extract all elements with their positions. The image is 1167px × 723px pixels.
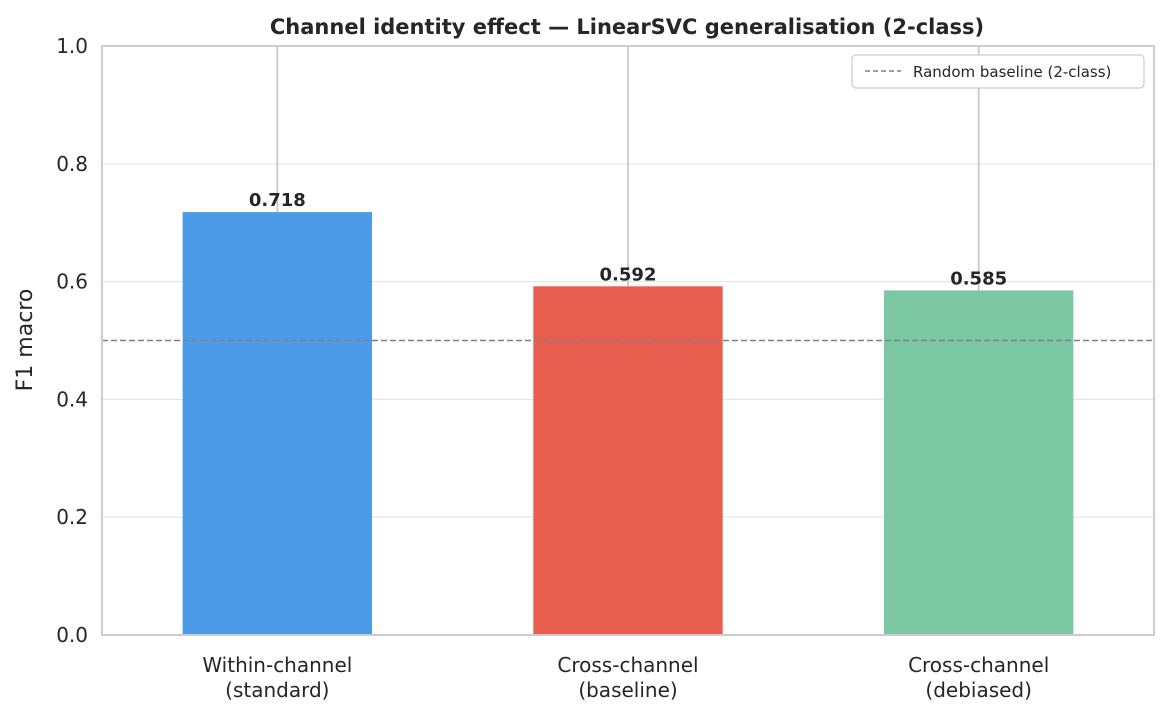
bar-value-label: 0.585 [950, 268, 1007, 289]
legend: Random baseline (2-class) [851, 54, 1145, 89]
x-tick-label: (debiased) [925, 678, 1032, 702]
bars-layer [102, 212, 1154, 635]
bar-value-label: 0.718 [249, 190, 306, 211]
legend-baseline-label: Random baseline (2-class) [913, 63, 1111, 81]
x-tick-label: Cross-channel [557, 653, 698, 677]
y-tick-label: 0.0 [56, 623, 88, 647]
x-tick-label: Within-channel [202, 653, 352, 677]
y-tick-label: 0.2 [56, 505, 88, 529]
y-axis-label: F1 macro [13, 289, 38, 392]
labels-layer: 0.0 0.2 0.4 0.6 0.8 1.0 0.718 Within-channel(st… [56, 34, 1049, 702]
y-tick-label: 1.0 [56, 34, 88, 58]
x-tick-label: (baseline) [578, 678, 677, 702]
x-tick-label: Cross-channel [908, 653, 1049, 677]
bar-value-label: 0.592 [600, 264, 657, 285]
y-tick-label: 0.6 [56, 270, 88, 294]
y-tick-label: 0.4 [56, 387, 88, 411]
legend-box [851, 54, 1145, 89]
chart-title: Channel identity effect — LinearSVC gene… [270, 15, 984, 39]
bar-2 [533, 286, 723, 635]
bar-1 [182, 212, 373, 635]
bar-3 [883, 290, 1074, 635]
x-tick-label: (standard) [225, 678, 329, 702]
y-tick-label: 0.8 [56, 152, 88, 176]
plot-frame [101, 45, 1155, 636]
plot-border [101, 45, 1155, 636]
